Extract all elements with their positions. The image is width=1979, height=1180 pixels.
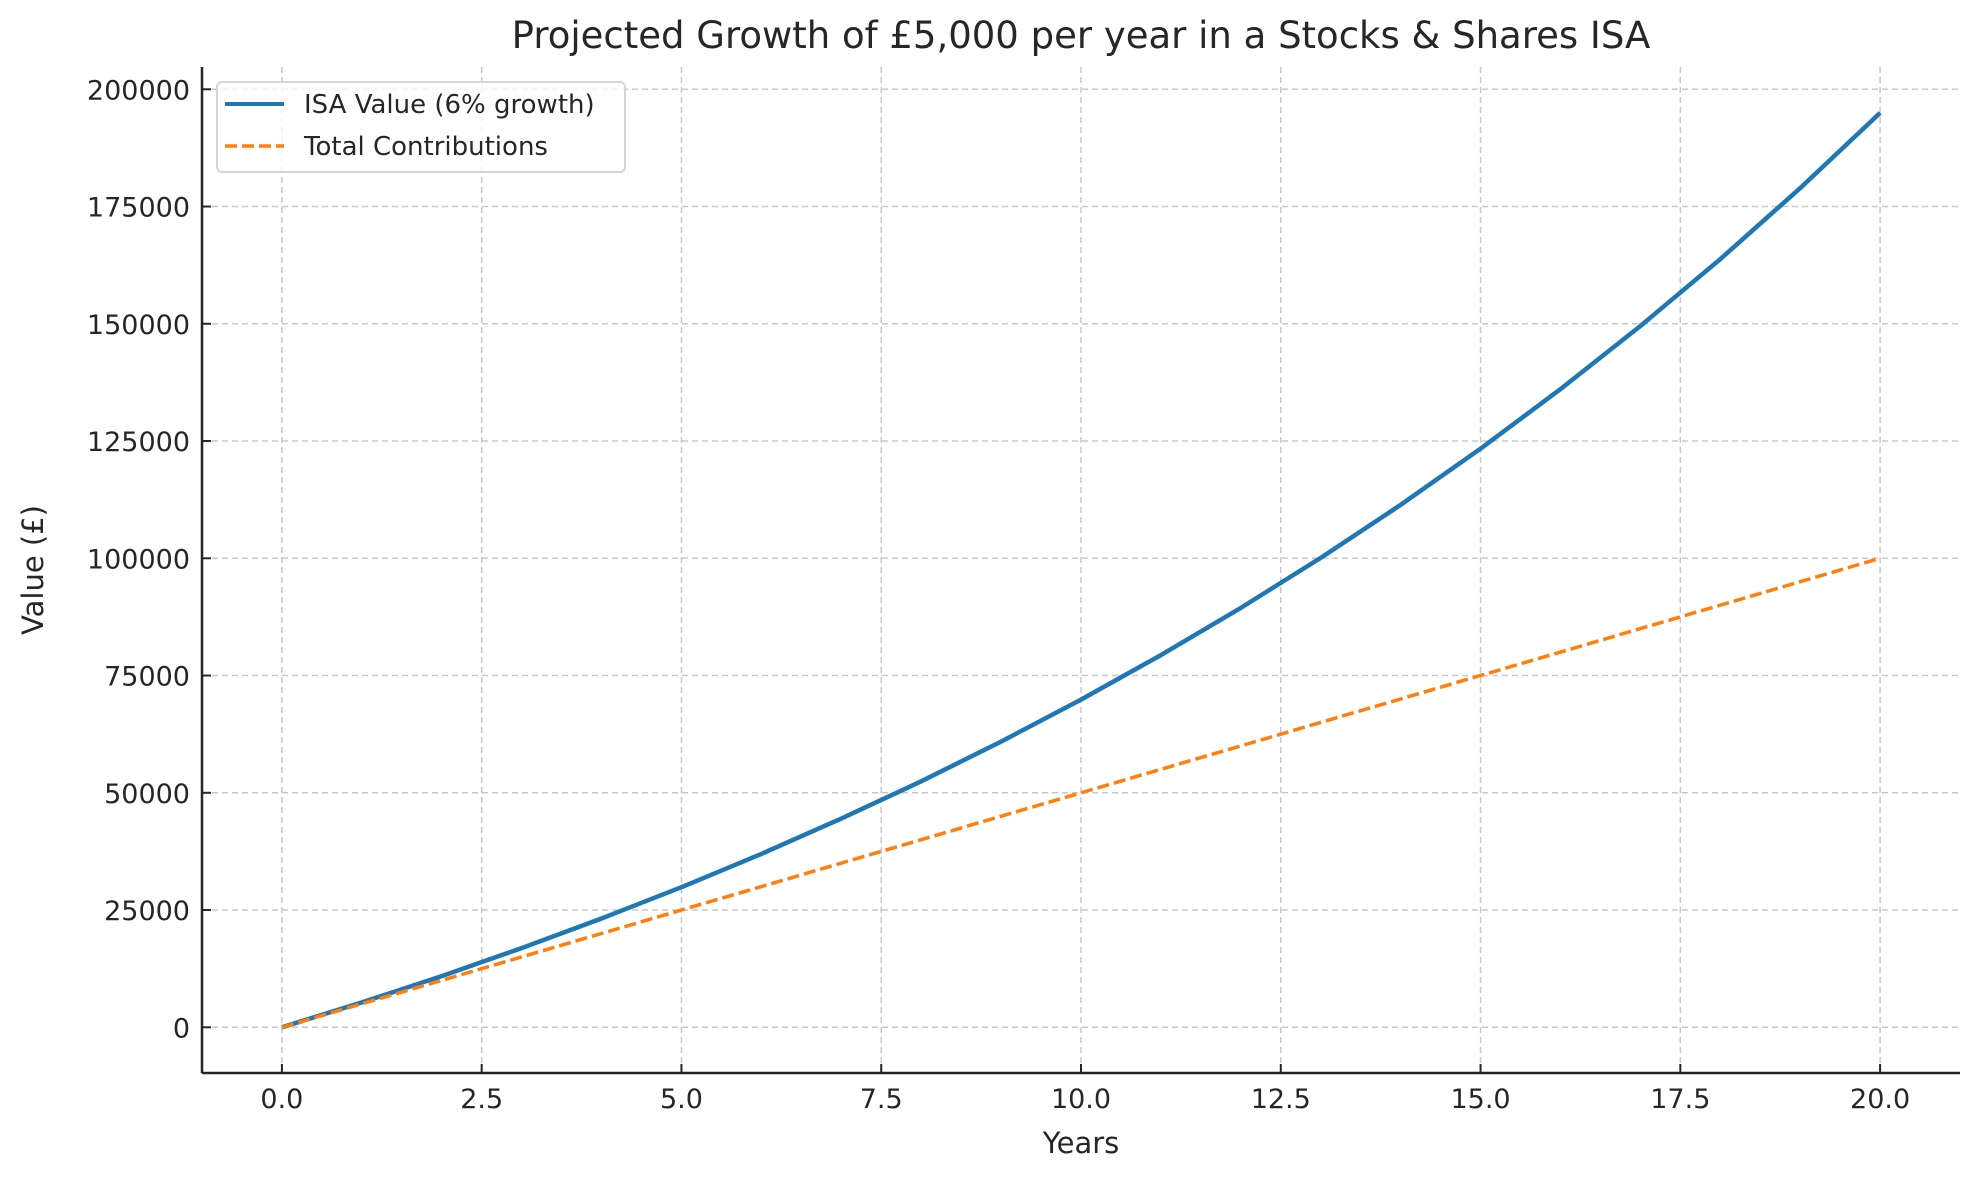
y-tick-label: 200000 [87, 75, 190, 106]
y-tick-label: 100000 [87, 544, 190, 575]
x-tick-label: 10.0 [1051, 1084, 1111, 1115]
y-tick-label: 125000 [87, 427, 190, 458]
y-tick-label: 25000 [104, 896, 190, 927]
x-tick-label: 5.0 [660, 1084, 703, 1115]
y-axis-label: Value (£) [16, 505, 50, 635]
grid [202, 67, 1960, 1073]
x-tick-label: 12.5 [1251, 1084, 1311, 1115]
legend: ISA Value (6% growth) Total Contribution… [216, 81, 626, 173]
legend-box [216, 81, 626, 173]
axes: 0.0 2.5 5.0 7.5 10.0 12.5 15.0 17.5 20.0 0 25000 50… [87, 67, 1960, 1115]
x-tick-label: 20.0 [1850, 1084, 1910, 1115]
series-line-total-contributions [281, 556, 1881, 1029]
x-tick-label: 0.0 [260, 1084, 303, 1115]
x-axis-label: Years [1042, 1126, 1120, 1160]
x-tick-label: 7.5 [860, 1084, 903, 1115]
y-tick-label: 0 [173, 1013, 190, 1044]
x-tick-label: 17.5 [1650, 1084, 1710, 1115]
legend-label-total-contributions: Total Contributions [303, 132, 548, 162]
series-group [281, 111, 1882, 1030]
chart-title: Projected Growth of £5,000 per year in a… [512, 14, 1651, 57]
series-line-isa-value [281, 111, 1882, 1030]
y-tick-label: 150000 [87, 310, 190, 341]
y-tick-label: 75000 [104, 662, 190, 693]
x-tick-label: 15.0 [1450, 1084, 1510, 1115]
x-tick-label: 2.5 [460, 1084, 503, 1115]
legend-label-isa-value: ISA Value (6% growth) [304, 90, 595, 120]
y-tick-label: 175000 [87, 193, 190, 224]
y-tick-label: 50000 [104, 779, 190, 810]
